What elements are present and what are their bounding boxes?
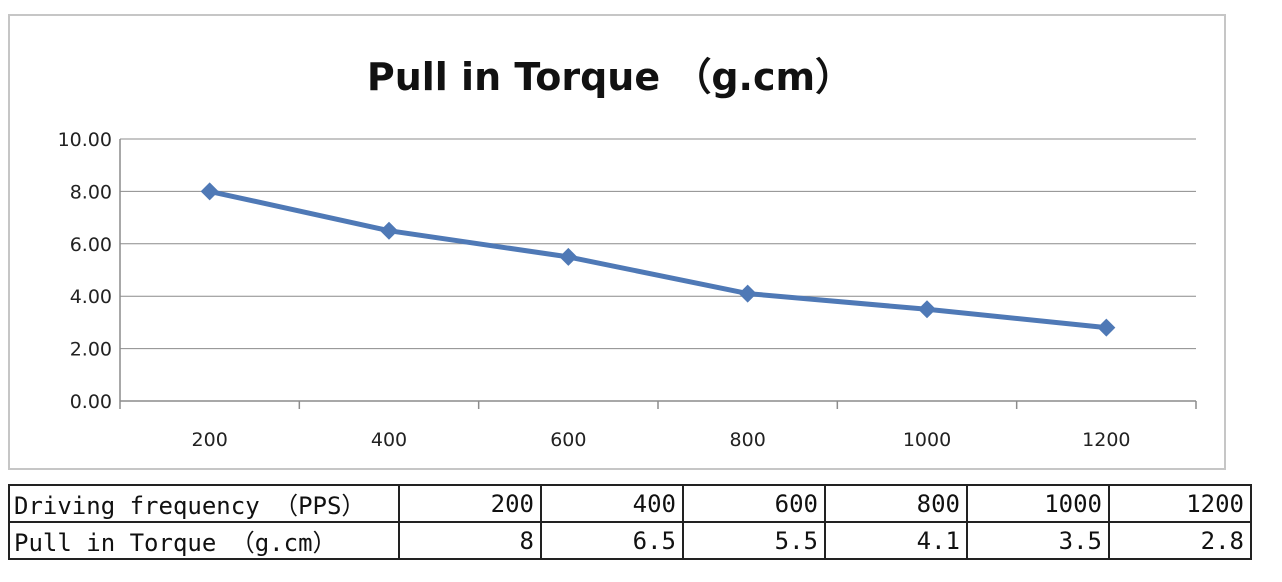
x-tick-label: 200 xyxy=(192,429,228,451)
data-table: Driving frequency （PPS） 200 400 600 800 1000 1… xyxy=(8,484,1252,560)
table-row: Pull in Torque （g.cm） 8 6.5 5.5 4.1 3.5 2.8 xyxy=(8,521,1252,560)
x-tick-label: 600 xyxy=(550,429,586,451)
y-tick-label: 4.00 xyxy=(70,286,112,308)
table-cell: 5.5 xyxy=(682,521,826,560)
y-tick-label: 10.00 xyxy=(58,129,112,151)
series-line xyxy=(200,182,1116,337)
table-cell: 800 xyxy=(824,484,968,523)
table-cell: 2.8 xyxy=(1108,521,1252,560)
gridlines xyxy=(120,138,1196,350)
y-tick-labels: 0.00 2.00 4.00 6.00 8.00 10.00 xyxy=(58,129,112,413)
data-point-marker xyxy=(200,182,219,201)
x-tick-label: 1200 xyxy=(1082,429,1130,451)
data-point-marker xyxy=(559,247,578,266)
row-label: Driving frequency （PPS） xyxy=(8,484,400,523)
y-tick-label: 8.00 xyxy=(70,181,112,203)
table-cell: 400 xyxy=(540,484,684,523)
table-cell: 1200 xyxy=(1108,484,1252,523)
axes xyxy=(119,139,1197,409)
table-cell: 3.5 xyxy=(966,521,1110,560)
data-point-marker xyxy=(918,300,936,319)
table-cell: 600 xyxy=(682,484,826,523)
line-chart: Pull in Torque （g.cm） 0.00 2.00 4.00 6.00 8.… xyxy=(58,55,1197,451)
y-tick-label: 0.00 xyxy=(70,391,112,413)
table-cell: 8 xyxy=(398,521,542,560)
table-cell: 4.1 xyxy=(824,521,968,560)
series-line-path xyxy=(209,188,1107,331)
y-tick-label: 2.00 xyxy=(70,339,112,361)
x-tick-labels: 200 400 600 800 1000 1200 xyxy=(192,429,1131,451)
data-point-marker xyxy=(738,284,757,303)
y-tick-label: 6.00 xyxy=(70,234,112,256)
chart-frame: Pull in Torque （g.cm） 0.00 2.00 4.00 6.00 8.… xyxy=(8,14,1226,470)
data-point-marker xyxy=(1097,318,1116,337)
table-cell: 1000 xyxy=(966,484,1110,523)
chart-title: Pull in Torque （g.cm） xyxy=(367,55,853,99)
x-tick-label: 1000 xyxy=(903,429,951,451)
x-tick-label: 800 xyxy=(730,429,766,451)
table-row: Driving frequency （PPS） 200 400 600 800 1000 1… xyxy=(8,484,1252,523)
x-tick-label: 400 xyxy=(371,429,407,451)
table-cell: 200 xyxy=(398,484,542,523)
table-cell: 6.5 xyxy=(540,521,684,560)
row-label: Pull in Torque （g.cm） xyxy=(8,521,400,560)
data-point-marker xyxy=(380,221,398,240)
